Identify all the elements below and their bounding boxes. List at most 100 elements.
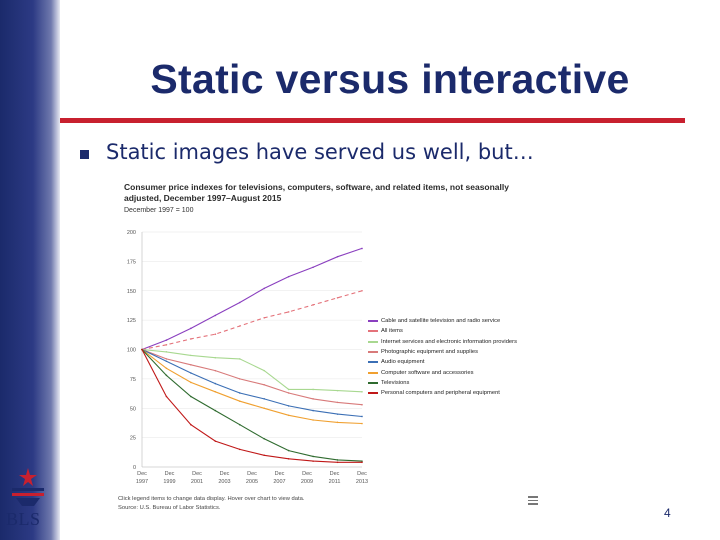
- chart-source: Source: U.S. Bureau of Labor Statistics.: [118, 505, 221, 511]
- x-tick-month: Dec: [220, 471, 230, 477]
- series-point-7: [336, 461, 339, 464]
- series-point-4: [238, 392, 241, 394]
- series-point-1: [190, 338, 192, 340]
- series-point-2: [263, 369, 266, 372]
- legend-swatch: [368, 351, 378, 354]
- y-tick-label: 100: [127, 348, 136, 354]
- x-tick-year: 2007: [273, 479, 285, 485]
- x-tick-month: Dec: [330, 471, 340, 477]
- series-point-0: [214, 314, 217, 317]
- series-point-1: [238, 325, 241, 327]
- page-number: 4: [664, 506, 671, 520]
- series-point-2: [287, 388, 290, 391]
- legend-label: Internet services and electronic informa…: [381, 338, 517, 345]
- legend-swatch: [368, 371, 378, 374]
- legend-item[interactable]: Photographic equipment and supplies: [368, 347, 568, 357]
- series-point-1: [214, 333, 217, 336]
- series-point-0: [165, 339, 168, 341]
- x-tick-month: Dec: [302, 471, 312, 477]
- series-point-1: [361, 289, 363, 292]
- bullet-text: Static images have served us well, but…: [106, 140, 534, 164]
- series-point-0: [312, 266, 314, 269]
- series-point-7: [190, 423, 192, 426]
- legend-label: Computer software and accessories: [381, 369, 474, 376]
- series-point-7: [263, 454, 266, 457]
- series-point-1: [287, 311, 290, 313]
- series-point-2: [190, 354, 192, 357]
- series-point-3: [214, 369, 217, 372]
- series-line-2: [141, 348, 363, 393]
- series-point-0: [190, 327, 192, 330]
- y-tick-label: 50: [130, 406, 136, 412]
- legend-label: Personal computers and peripheral equipm…: [381, 390, 500, 397]
- series-point-1: [165, 344, 168, 346]
- series-point-5: [312, 419, 314, 421]
- legend-item[interactable]: All items: [368, 326, 568, 336]
- y-tick-label: 25: [130, 436, 136, 442]
- series-point-3: [238, 378, 241, 380]
- series-point-5: [361, 422, 363, 425]
- chart-menu-icon[interactable]: [528, 496, 538, 507]
- x-tick-month: Dec: [247, 471, 257, 477]
- legend-label: All items: [381, 328, 403, 335]
- series-line-0: [141, 247, 363, 351]
- legend-item[interactable]: Internet services and electronic informa…: [368, 337, 568, 347]
- legend-item[interactable]: Cable and satellite television and radio…: [368, 316, 568, 326]
- series-point-4: [336, 413, 339, 415]
- series-point-5: [190, 381, 192, 384]
- series-line-6: [141, 349, 363, 462]
- legend-swatch: [368, 330, 378, 333]
- series-point-2: [214, 356, 217, 359]
- series-point-0: [238, 301, 241, 304]
- legend-label: Photographic equipment and supplies: [381, 349, 479, 356]
- x-tick-month: Dec: [357, 471, 367, 477]
- legend-item[interactable]: Personal computers and peripheral equipm…: [368, 388, 568, 398]
- chart-legend[interactable]: Cable and satellite television and radio…: [368, 316, 568, 398]
- legend-label: Televisions: [381, 379, 410, 386]
- series-point-5: [263, 407, 266, 410]
- series-point-5: [238, 400, 241, 403]
- legend-item[interactable]: Audio equipment: [368, 357, 568, 367]
- legend-swatch: [368, 381, 378, 384]
- title-divider: [60, 118, 685, 123]
- series-point-3: [190, 363, 192, 366]
- series-point-0: [361, 247, 363, 250]
- y-tick-label: 125: [127, 318, 136, 324]
- y-tick-label: 0: [133, 465, 136, 471]
- series-line-7: [141, 349, 362, 463]
- series-point-6: [214, 409, 217, 412]
- x-tick-year: 2001: [191, 479, 203, 485]
- legend-swatch: [368, 392, 378, 395]
- legend-item[interactable]: Computer software and accessories: [368, 367, 568, 377]
- series-point-4: [361, 415, 363, 418]
- legend-swatch: [368, 361, 378, 364]
- x-tick-year: 1997: [136, 479, 148, 485]
- series-line-1: [141, 290, 363, 351]
- series-point-5: [287, 414, 290, 417]
- series-point-2: [238, 358, 241, 360]
- y-tick-label: 200: [127, 230, 136, 236]
- series-point-4: [214, 382, 217, 385]
- legend-swatch: [368, 320, 378, 323]
- x-tick-month: Dec: [275, 471, 285, 477]
- series-point-6: [312, 455, 314, 458]
- series-point-7: [141, 348, 143, 351]
- left-accent-bar: [0, 0, 60, 540]
- series-line-5: [141, 349, 363, 425]
- slide-title: Static versus interactive: [150, 56, 630, 102]
- series-point-6: [190, 395, 192, 398]
- x-tick-year: 1999: [163, 479, 175, 485]
- y-tick-label: 75: [130, 377, 136, 383]
- series-point-0: [336, 255, 339, 258]
- series-point-3: [287, 392, 290, 394]
- series-point-7: [312, 460, 314, 462]
- series-point-5: [336, 421, 339, 424]
- series-point-3: [165, 358, 168, 360]
- series-point-7: [214, 440, 217, 442]
- series-point-3: [361, 403, 363, 406]
- series-point-7: [361, 461, 363, 464]
- legend-item[interactable]: Televisions: [368, 378, 568, 388]
- series-point-0: [287, 275, 290, 278]
- series-point-4: [165, 360, 168, 363]
